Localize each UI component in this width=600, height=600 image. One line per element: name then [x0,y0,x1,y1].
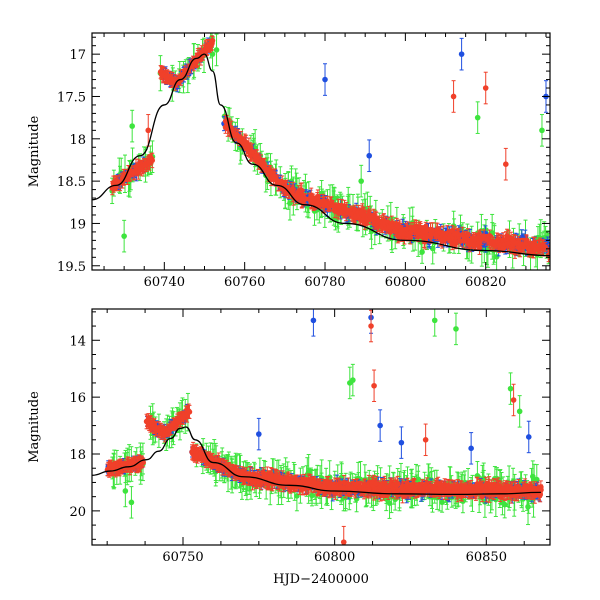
y-tick-label: 17 [69,48,86,63]
x-tick-label: 60780 [304,275,345,290]
data-point-green [439,499,445,506]
data-point-red [145,127,152,134]
x-tick-label: 60740 [144,275,185,290]
axes-frame [91,32,551,271]
top-panel: 60740 60760 60780 60800 60820 17 17.5 18 18.5 19 1… [27,32,551,290]
data-point-blue [366,152,373,159]
data-point-green [539,127,545,134]
data-point-red [482,85,489,91]
y-axis-label: Magnitude [27,115,42,187]
x-tick-label: 60820 [465,275,506,290]
y-tick-label: 17.5 [57,90,86,105]
data-point-red [343,206,350,213]
model-curve [92,53,550,257]
data-point-red [302,196,309,202]
data-point-green [213,47,220,53]
data-point-green [419,249,425,255]
data-point-green [129,123,135,129]
data-point-green [474,114,481,121]
data-point-red [149,157,156,164]
data-point-red [542,244,548,250]
data-point-red [450,93,457,100]
x-tick-label: 60800 [385,275,426,290]
y-tick-label: 19 [69,217,86,232]
data-point-green [121,233,127,239]
x-tick-label: 60760 [224,275,265,290]
plot-area [92,309,544,545]
data-point-blue [322,76,328,83]
y-tick-label: 19.5 [57,260,86,275]
data-point-red [476,244,483,251]
data-point-red [209,37,216,44]
data-point-red [503,161,509,167]
data-point-blue [458,51,465,57]
y-tick-label: 18.5 [57,175,86,190]
data-point-green [415,476,422,483]
data-point-green [358,178,364,184]
y-tick-label: 18 [69,133,86,148]
bottom-panel: 60750 60800 6085014161820MagnitudeHJD−2400… [27,308,551,587]
plot-area [92,33,550,270]
data-point-red [261,162,268,169]
